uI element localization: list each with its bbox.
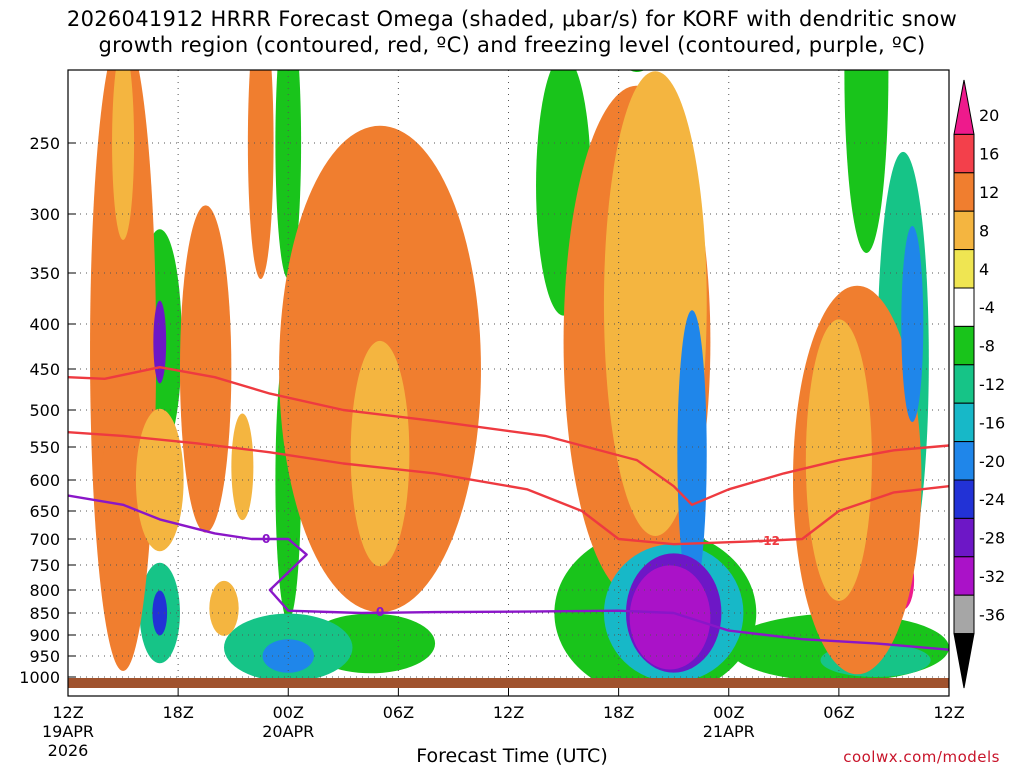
y-tick-label: 600 xyxy=(29,471,60,490)
x-date-label: 20APR xyxy=(262,722,314,741)
omega-blob xyxy=(231,413,254,521)
colorbar-cell xyxy=(953,517,975,558)
omega-blob xyxy=(179,205,232,533)
omega-blob xyxy=(629,565,711,670)
x-tick-label: 00Z xyxy=(273,703,304,722)
y-tick-label: 750 xyxy=(29,556,60,575)
colorbar-label: 20 xyxy=(979,106,999,125)
y-tick-label: 400 xyxy=(29,315,60,334)
dgz-lower-contour xyxy=(68,431,949,546)
x-date-label: 21APR xyxy=(703,722,755,741)
colorbar-cell xyxy=(953,79,975,135)
y-axis: 250 300 350 400 450 500 550 600 650 700 750 800 850 9… xyxy=(19,134,76,687)
colorbar-cell xyxy=(953,594,975,635)
y-tick-label: 700 xyxy=(29,530,60,549)
colorbar-label: -16 xyxy=(979,413,1005,432)
y-tick-label: 800 xyxy=(29,581,60,600)
freezing-label-2: 0 xyxy=(376,605,384,619)
dgz-upper-contour xyxy=(68,366,949,506)
ground-surface xyxy=(68,678,949,688)
colorbar-cell xyxy=(953,364,975,404)
colorbar-label: -8 xyxy=(979,337,995,356)
y-tick-label: 450 xyxy=(29,360,60,379)
x-year-label: 2026 xyxy=(48,741,89,760)
x-tick-label: 00Z xyxy=(713,703,744,722)
colorbar-label: 16 xyxy=(979,145,999,164)
title-line-2: growth region (contoured, red, ºC) and f… xyxy=(98,33,926,57)
y-tick-label: 950 xyxy=(29,647,60,666)
colorbar-label: -36 xyxy=(979,605,1005,624)
dgz-label: -12 xyxy=(758,534,780,548)
grid xyxy=(68,70,949,688)
colorbar-label: -28 xyxy=(979,529,1005,548)
colorbar-cell xyxy=(953,633,975,689)
colorbar: 20 16 12 8 4 -4 -8 -12 -16 -20 -24 -28 -32 -36 xyxy=(953,79,1005,689)
colorbar-label: -24 xyxy=(979,490,1005,509)
colorbar-cell xyxy=(953,249,975,289)
colorbar-cell xyxy=(953,441,975,481)
freezing-label-1: 0 xyxy=(262,532,270,546)
omega-blob xyxy=(629,70,645,72)
colorbar-label: -4 xyxy=(979,298,995,317)
x-tick-label: 12Z xyxy=(493,703,524,722)
y-tick-label: 550 xyxy=(29,438,60,457)
colorbar-cell xyxy=(953,172,975,212)
colorbar-cell xyxy=(953,325,975,366)
x-axis-title: Forecast Time (UTC) xyxy=(416,745,608,767)
omega-blob xyxy=(209,580,239,636)
x-tick-label: 18Z xyxy=(603,703,634,722)
y-tick-label: 350 xyxy=(29,264,60,283)
omega-blob xyxy=(350,340,410,567)
colorbar-label: -20 xyxy=(979,452,1005,471)
x-tick-label: 06Z xyxy=(823,703,854,722)
colorbar-label: -32 xyxy=(979,567,1005,586)
colorbar-cell xyxy=(953,556,975,596)
colorbar-label: 8 xyxy=(979,221,989,240)
x-tick-label: 12Z xyxy=(933,703,964,722)
omega-blob xyxy=(262,639,314,673)
x-date-label: 19APR xyxy=(42,722,94,741)
omega-blob xyxy=(153,300,167,384)
colorbar-cell xyxy=(953,287,975,327)
y-tick-label: 900 xyxy=(29,626,60,645)
y-tick-label: 1000 xyxy=(19,668,60,687)
omega-blob xyxy=(247,70,274,279)
y-tick-label: 850 xyxy=(29,604,60,623)
x-tick-label: 18Z xyxy=(162,703,193,722)
colorbar-cell xyxy=(953,210,975,251)
contours: 0 0 -12 xyxy=(68,366,949,651)
x-tick-label: 12Z xyxy=(52,703,83,722)
colorbar-label: 4 xyxy=(979,260,989,279)
omega-blob xyxy=(901,226,924,422)
plot-area: 0 0 -12 xyxy=(68,70,949,688)
title-line-1: 2026041912 HRRR Forecast Omega (shaded, … xyxy=(66,7,958,31)
omega-blob xyxy=(152,590,168,636)
omega-blob xyxy=(844,70,889,253)
credit-text: coolwx.com/models xyxy=(843,748,1000,766)
y-tick-label: 650 xyxy=(29,502,60,521)
y-tick-label: 500 xyxy=(29,401,60,420)
colorbar-cell xyxy=(953,402,975,443)
colorbar-cell xyxy=(953,133,975,174)
freezing-level-contour xyxy=(68,494,949,651)
colorbar-cell xyxy=(953,479,975,519)
omega-blob xyxy=(112,70,135,240)
colorbar-label: -12 xyxy=(979,375,1005,394)
omega-blob xyxy=(97,421,149,601)
y-tick-label: 300 xyxy=(29,205,60,224)
y-tick-label: 250 xyxy=(29,134,60,153)
chart-title: 2026041912 HRRR Forecast Omega (shaded, … xyxy=(0,6,1024,58)
omega-blob xyxy=(275,70,302,279)
colorbar-label: 12 xyxy=(979,183,999,202)
omega-blob xyxy=(677,310,707,597)
x-tick-label: 06Z xyxy=(383,703,414,722)
